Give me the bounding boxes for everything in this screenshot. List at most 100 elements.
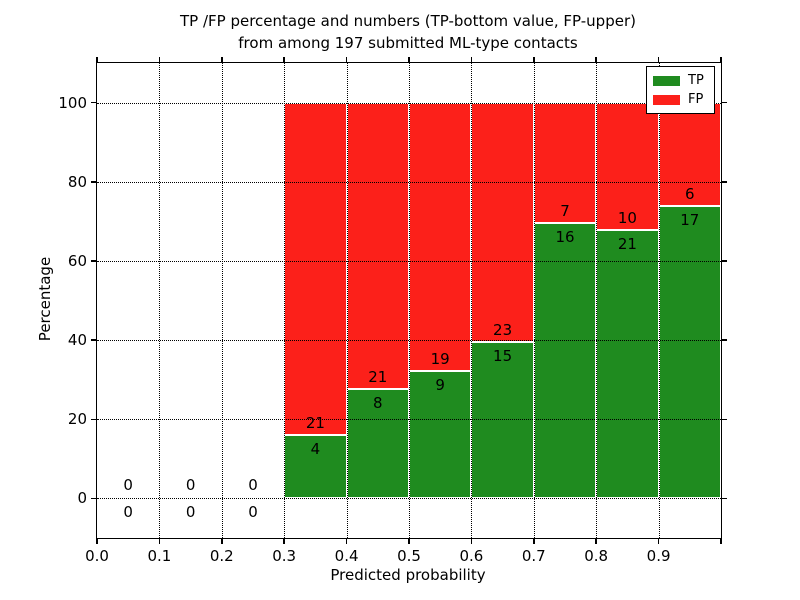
legend-row-tp: TP [653, 73, 708, 88]
y-tick-right [721, 260, 727, 262]
x-tick-top [595, 57, 597, 63]
y-tick-right [721, 181, 727, 183]
tp-count-label: 16 [555, 228, 575, 247]
x-tick-label: 0.7 [521, 547, 546, 565]
x-tick-label: 0.2 [209, 547, 234, 565]
x-tick-top [345, 57, 348, 63]
x-tick-top [720, 57, 722, 63]
x-tick-bottom [345, 538, 348, 544]
x-tick-bottom [720, 538, 722, 544]
bar-fp-segment [471, 102, 534, 343]
tp-count-label: 17 [680, 210, 700, 229]
bar-fp-segment [409, 102, 472, 372]
x-tick-bottom [657, 538, 660, 544]
y-tick-left [91, 181, 97, 183]
x-axis-label: Predicted probability [330, 566, 486, 584]
legend-swatch-fp [653, 94, 680, 105]
x-tick-bottom [221, 538, 223, 544]
y-tick-label: 20 [67, 410, 87, 429]
x-tick-label: 0.4 [334, 547, 359, 565]
bar-tp-segment [471, 342, 534, 499]
x-tick-bottom [96, 538, 98, 544]
x-gridline [409, 63, 410, 538]
chart-title-line2: from among 197 submitted ML-type contact… [238, 34, 578, 52]
fp-count-label: 0 [123, 476, 133, 495]
x-tick-label: 0.6 [459, 547, 484, 565]
x-gridline [284, 63, 286, 538]
y-tick-left [91, 497, 97, 500]
x-gridline [658, 63, 660, 538]
tp-count-label: 8 [373, 394, 383, 413]
bar-fp-segment [346, 102, 409, 390]
tp-count-label: 9 [435, 376, 445, 395]
x-tick-bottom [283, 538, 285, 544]
x-gridline [596, 63, 598, 538]
y-tick-left [91, 260, 97, 262]
x-tick-label: 0.0 [85, 547, 109, 565]
y-tick-label: 0 [77, 489, 87, 508]
y-tick-left [91, 101, 97, 104]
bar-tp-segment [346, 389, 409, 499]
x-tick-top [158, 57, 161, 63]
x-gridline [221, 63, 223, 538]
x-gridline [471, 63, 473, 538]
x-tick-bottom [470, 538, 473, 544]
y-tick-left [91, 339, 97, 341]
fp-count-label: 0 [185, 476, 196, 495]
y-tick-left [91, 418, 97, 420]
y-tick-label: 80 [67, 172, 87, 191]
x-tick-bottom [595, 538, 597, 544]
x-tick-label: 0.5 [397, 547, 421, 565]
fp-count-label: 21 [305, 414, 325, 433]
x-tick-top [283, 57, 285, 63]
legend-label-tp: TP [688, 73, 704, 88]
x-gridline [346, 63, 348, 538]
y-tick-label: 40 [67, 331, 87, 350]
chart-title: TP /FP percentage and numbers (TP-bottom… [96, 10, 720, 54]
x-tick-label: 0.8 [584, 547, 609, 565]
y-tick-label: 100 [58, 93, 87, 112]
tp-count-label: 4 [310, 440, 321, 459]
x-tick-top [657, 57, 660, 63]
plot-area: 0 0 0 0 0 0 21 4 21 8 19 9 23 15 7 16 10 21 6 17 0.0 0.1 0.2 0.… [58, 57, 727, 565]
bar-fp-segment [533, 102, 597, 224]
x-tick-top [408, 57, 410, 63]
bar-tp-segment [596, 230, 659, 499]
x-tick-top [221, 57, 223, 63]
y-tick-right [721, 339, 727, 341]
x-tick-label: 0.9 [646, 547, 671, 565]
y-tick-right [721, 497, 727, 500]
x-tick-bottom [533, 538, 535, 544]
fp-count-label: 0 [248, 476, 258, 495]
tp-count-label: 21 [617, 235, 637, 254]
x-tick-label: 0.3 [272, 547, 297, 565]
tp-count-label: 0 [185, 503, 196, 522]
x-tick-bottom [408, 538, 410, 544]
fp-count-label: 23 [493, 321, 513, 340]
bar-tp-segment [533, 223, 597, 499]
legend-swatch-tp [653, 75, 680, 86]
x-gridline [533, 63, 535, 538]
chart-title-line1: TP /FP percentage and numbers (TP-bottom… [180, 12, 636, 30]
bar-fp-segment [284, 102, 347, 436]
legend-row-fp: FP [653, 92, 708, 107]
legend-label-fp: FP [688, 92, 704, 107]
tp-count-label: 0 [248, 503, 258, 522]
fp-count-label: 10 [617, 209, 637, 228]
x-tick-top [96, 57, 98, 63]
y-tick-right [721, 101, 727, 104]
y-tick-right [721, 418, 727, 420]
tp-count-label: 15 [493, 347, 513, 366]
bar-tp-segment [658, 205, 721, 499]
x-gridline [159, 63, 161, 538]
x-tick-top [470, 57, 473, 63]
fp-count-label: 6 [685, 184, 695, 203]
fp-count-label: 19 [430, 350, 450, 369]
bar-tp-segment [284, 435, 347, 499]
y-tick-label: 60 [67, 251, 87, 270]
fp-count-label: 21 [368, 368, 388, 387]
legend: TP FP [646, 66, 715, 114]
x-tick-top [533, 57, 535, 63]
x-tick-label: 0.1 [147, 547, 172, 565]
